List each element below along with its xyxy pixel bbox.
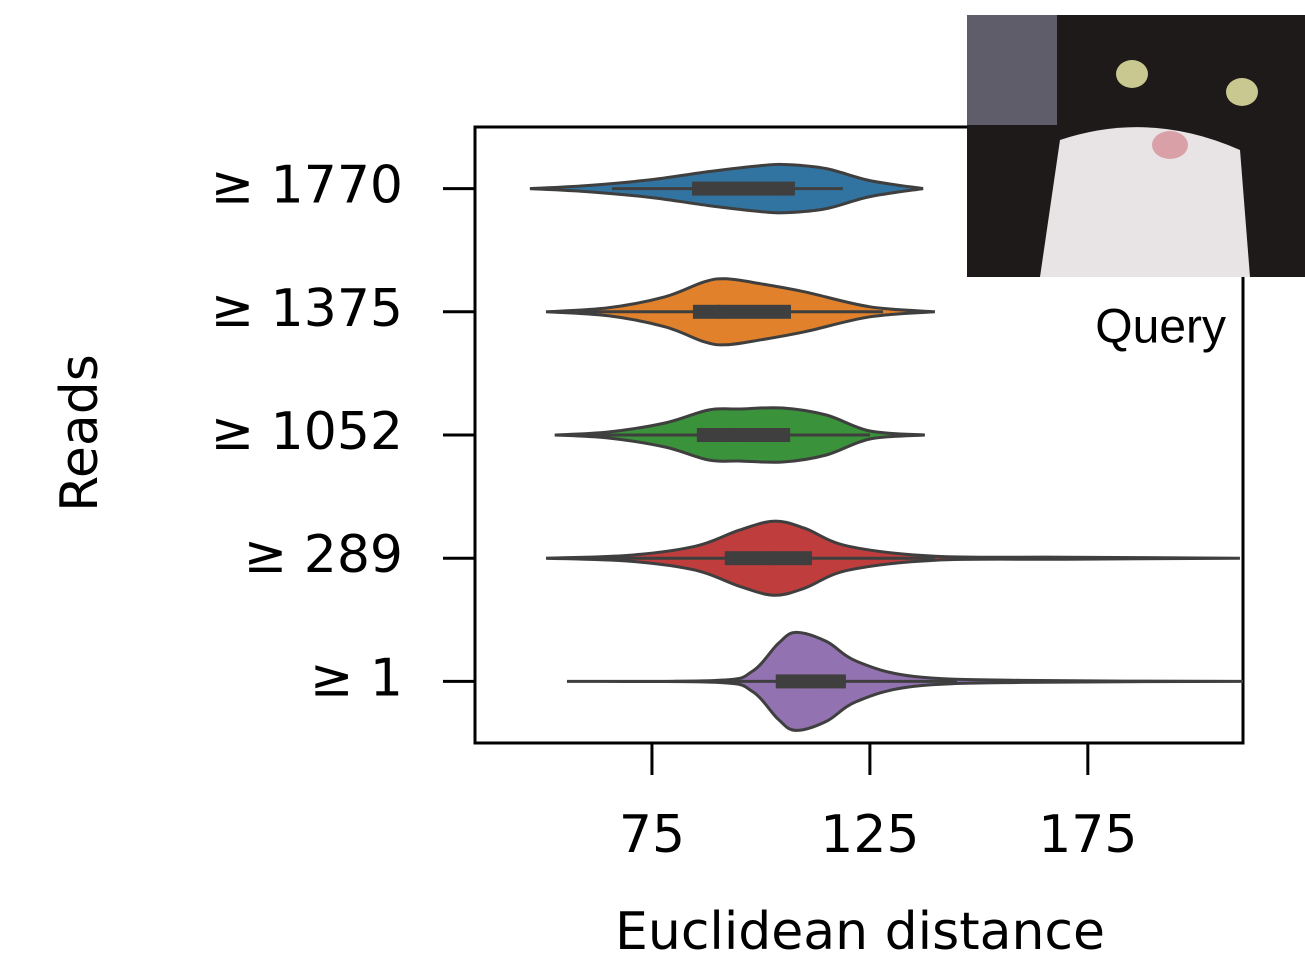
median <box>712 305 726 319</box>
query-image <box>967 15 1305 277</box>
annotation: Query <box>1095 301 1226 354</box>
box <box>693 305 791 319</box>
y-tick-label: ≥ 1375 <box>211 279 403 339</box>
median <box>764 551 778 565</box>
y-tick-label: ≥ 1052 <box>211 402 403 462</box>
x-tick-label: 175 <box>1038 805 1137 865</box>
y-tick-label: ≥ 289 <box>244 525 403 585</box>
median <box>801 674 815 688</box>
x-tick-label: 125 <box>820 805 919 865</box>
x-tick-label: 75 <box>619 805 685 865</box>
median <box>778 182 792 196</box>
page: Euclidean distance Reads Query 75 125 175 ≥… <box>0 0 1305 968</box>
x-axis-label: Euclidean distance <box>615 902 1105 962</box>
y-axis-label: Reads <box>50 354 110 512</box>
y-tick-label: ≥ 1 <box>310 648 403 708</box>
chart: Euclidean distance Reads Query 75 125 175 ≥… <box>0 0 1305 968</box>
y-tick-label: ≥ 1770 <box>211 156 403 216</box>
median <box>730 428 744 442</box>
